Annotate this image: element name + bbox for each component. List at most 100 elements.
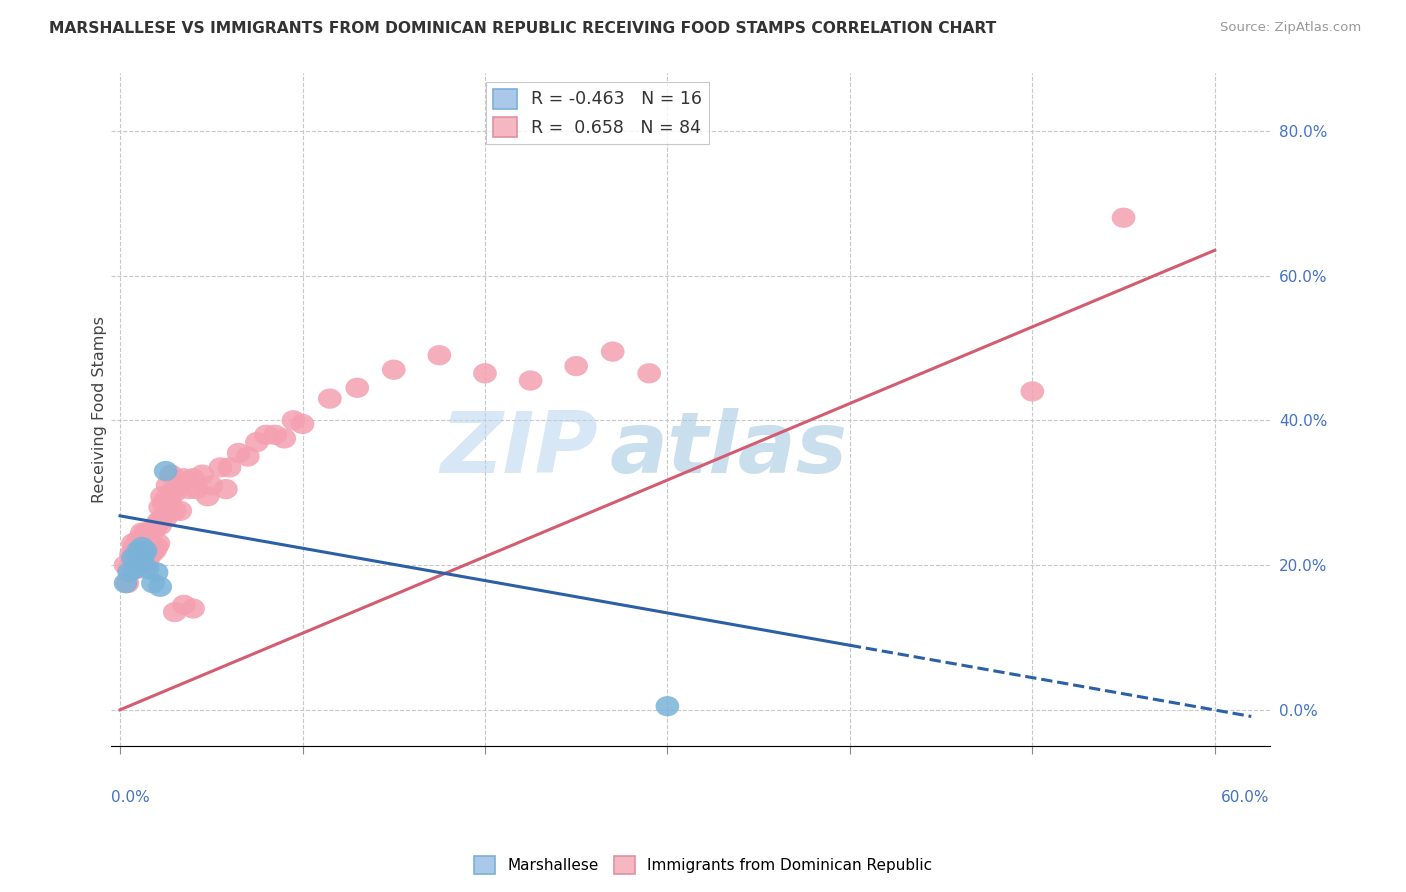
- Ellipse shape: [122, 548, 146, 568]
- Ellipse shape: [134, 541, 157, 561]
- Ellipse shape: [143, 541, 166, 561]
- Ellipse shape: [141, 537, 165, 558]
- Ellipse shape: [184, 479, 208, 500]
- Ellipse shape: [121, 533, 145, 554]
- Text: 60.0%: 60.0%: [1220, 789, 1270, 805]
- Ellipse shape: [127, 541, 150, 561]
- Ellipse shape: [346, 377, 370, 398]
- Ellipse shape: [254, 425, 278, 445]
- Ellipse shape: [166, 475, 190, 496]
- Ellipse shape: [214, 479, 238, 500]
- Ellipse shape: [149, 497, 172, 517]
- Ellipse shape: [139, 544, 163, 565]
- Ellipse shape: [153, 461, 177, 481]
- Ellipse shape: [245, 432, 269, 452]
- Ellipse shape: [181, 599, 205, 619]
- Ellipse shape: [128, 555, 152, 575]
- Ellipse shape: [177, 479, 201, 500]
- Ellipse shape: [195, 486, 219, 507]
- Ellipse shape: [141, 573, 165, 593]
- Ellipse shape: [132, 530, 156, 549]
- Ellipse shape: [143, 519, 166, 539]
- Ellipse shape: [121, 548, 145, 568]
- Ellipse shape: [131, 523, 153, 542]
- Ellipse shape: [139, 523, 163, 542]
- Ellipse shape: [145, 516, 169, 535]
- Ellipse shape: [150, 508, 174, 528]
- Ellipse shape: [149, 516, 172, 535]
- Ellipse shape: [117, 558, 141, 579]
- Ellipse shape: [564, 356, 588, 376]
- Ellipse shape: [150, 486, 174, 507]
- Ellipse shape: [125, 541, 149, 561]
- Ellipse shape: [159, 483, 183, 503]
- Text: atlas: atlas: [609, 409, 848, 491]
- Ellipse shape: [218, 458, 242, 477]
- Ellipse shape: [226, 442, 250, 463]
- Ellipse shape: [208, 458, 232, 477]
- Ellipse shape: [163, 602, 187, 623]
- Ellipse shape: [1021, 381, 1045, 401]
- Ellipse shape: [153, 508, 177, 528]
- Ellipse shape: [125, 555, 149, 575]
- Ellipse shape: [145, 562, 169, 582]
- Text: Source: ZipAtlas.com: Source: ZipAtlas.com: [1220, 21, 1361, 34]
- Ellipse shape: [138, 541, 162, 561]
- Ellipse shape: [181, 468, 205, 488]
- Ellipse shape: [114, 573, 138, 593]
- Ellipse shape: [190, 465, 214, 484]
- Ellipse shape: [135, 526, 159, 546]
- Ellipse shape: [291, 414, 315, 434]
- Ellipse shape: [127, 548, 150, 568]
- Ellipse shape: [134, 541, 157, 561]
- Ellipse shape: [141, 519, 165, 539]
- Ellipse shape: [172, 468, 195, 488]
- Ellipse shape: [236, 446, 260, 467]
- Ellipse shape: [172, 595, 195, 615]
- Text: 0.0%: 0.0%: [111, 789, 149, 805]
- Text: MARSHALLESE VS IMMIGRANTS FROM DOMINICAN REPUBLIC RECEIVING FOOD STAMPS CORRELAT: MARSHALLESE VS IMMIGRANTS FROM DOMINICAN…: [49, 21, 997, 36]
- Legend: R = -0.463   N = 16, R =  0.658   N = 84: R = -0.463 N = 16, R = 0.658 N = 84: [486, 82, 709, 145]
- Ellipse shape: [127, 544, 150, 565]
- Ellipse shape: [146, 533, 170, 554]
- Ellipse shape: [281, 410, 305, 431]
- Ellipse shape: [117, 562, 141, 582]
- Ellipse shape: [132, 544, 156, 565]
- Ellipse shape: [121, 551, 145, 572]
- Ellipse shape: [382, 359, 405, 380]
- Ellipse shape: [637, 363, 661, 384]
- Ellipse shape: [115, 573, 139, 593]
- Text: ZIP: ZIP: [440, 409, 598, 491]
- Ellipse shape: [132, 548, 156, 568]
- Ellipse shape: [153, 490, 177, 510]
- Ellipse shape: [427, 345, 451, 366]
- Ellipse shape: [152, 493, 176, 514]
- Ellipse shape: [163, 500, 187, 521]
- Ellipse shape: [135, 558, 159, 579]
- Ellipse shape: [318, 389, 342, 409]
- Ellipse shape: [135, 551, 159, 572]
- Ellipse shape: [131, 537, 153, 558]
- Ellipse shape: [273, 428, 297, 449]
- Ellipse shape: [127, 558, 150, 579]
- Ellipse shape: [472, 363, 496, 384]
- Ellipse shape: [655, 696, 679, 716]
- Ellipse shape: [128, 541, 152, 561]
- Ellipse shape: [149, 576, 172, 597]
- Ellipse shape: [122, 537, 146, 558]
- Ellipse shape: [131, 551, 153, 572]
- Y-axis label: Receiving Food Stamps: Receiving Food Stamps: [93, 316, 107, 503]
- Ellipse shape: [138, 523, 162, 542]
- Ellipse shape: [135, 537, 159, 558]
- Ellipse shape: [122, 558, 146, 579]
- Ellipse shape: [169, 500, 193, 521]
- Ellipse shape: [157, 490, 181, 510]
- Ellipse shape: [146, 511, 170, 532]
- Ellipse shape: [159, 465, 183, 484]
- Ellipse shape: [156, 497, 180, 517]
- Ellipse shape: [163, 483, 187, 503]
- Ellipse shape: [127, 530, 150, 549]
- Ellipse shape: [263, 425, 287, 445]
- Ellipse shape: [134, 523, 157, 542]
- Ellipse shape: [519, 370, 543, 391]
